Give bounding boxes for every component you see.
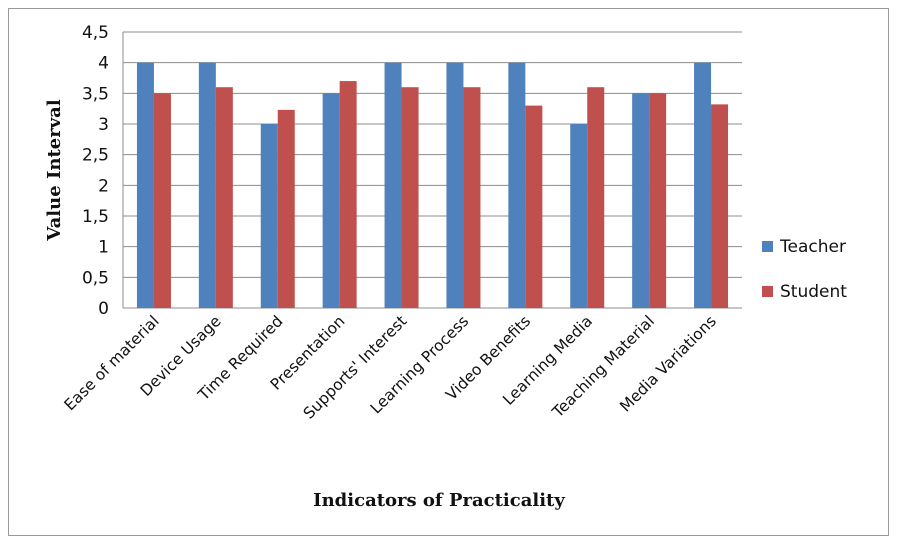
y-tick-label: 4 [98, 54, 109, 74]
legend-label-student: Student [780, 282, 847, 302]
y-tick-labels: 0 0,5 1 1,5 2 2,5 3 3,5 4 4,5 [82, 23, 109, 319]
y-tick-label: 4,5 [82, 23, 109, 43]
y-axis-title: Value Interval [44, 99, 65, 241]
bar-student-6 [463, 87, 481, 308]
x-axis-title: Indicators of Practicality [313, 490, 565, 511]
bar-teacher-5 [384, 62, 402, 308]
legend: Teacher Student [762, 237, 847, 302]
bar-student-4 [339, 81, 357, 308]
y-tick-label: 0 [98, 299, 109, 319]
y-tick-label: 2 [98, 176, 109, 196]
y-tick-label: 3 [98, 115, 109, 135]
bar-student-8 [587, 87, 605, 308]
bar-student-7 [525, 105, 543, 308]
legend-swatch-student [762, 286, 773, 297]
bar-teacher-6 [446, 62, 464, 308]
x-tick-label: Teaching Material [548, 312, 658, 422]
y-tick-label: 3,5 [82, 84, 109, 104]
bar-student-2 [215, 87, 233, 308]
bar-teacher-4 [322, 93, 340, 308]
bar-student-1 [153, 93, 171, 308]
bar-teacher-1 [136, 62, 154, 308]
bar-student-10 [711, 104, 729, 308]
legend-swatch-teacher [762, 241, 773, 252]
bar-teacher-3 [260, 124, 278, 308]
bars [136, 62, 729, 308]
legend-label-teacher: Teacher [779, 237, 846, 257]
y-tick-label: 2,5 [82, 146, 109, 166]
y-tick-label: 0,5 [82, 268, 109, 288]
bar-teacher-2 [198, 62, 216, 308]
bar-teacher-7 [508, 62, 526, 308]
y-tick-label: 1,5 [82, 207, 109, 227]
bar-student-9 [649, 93, 667, 308]
bar-student-5 [401, 87, 419, 308]
bar-student-3 [277, 109, 295, 308]
bar-teacher-9 [632, 93, 650, 308]
bar-teacher-8 [570, 124, 588, 308]
x-tick-label: Supports' Interest [300, 312, 411, 423]
y-tick-label: 1 [98, 238, 109, 258]
bar-teacher-10 [694, 62, 712, 308]
